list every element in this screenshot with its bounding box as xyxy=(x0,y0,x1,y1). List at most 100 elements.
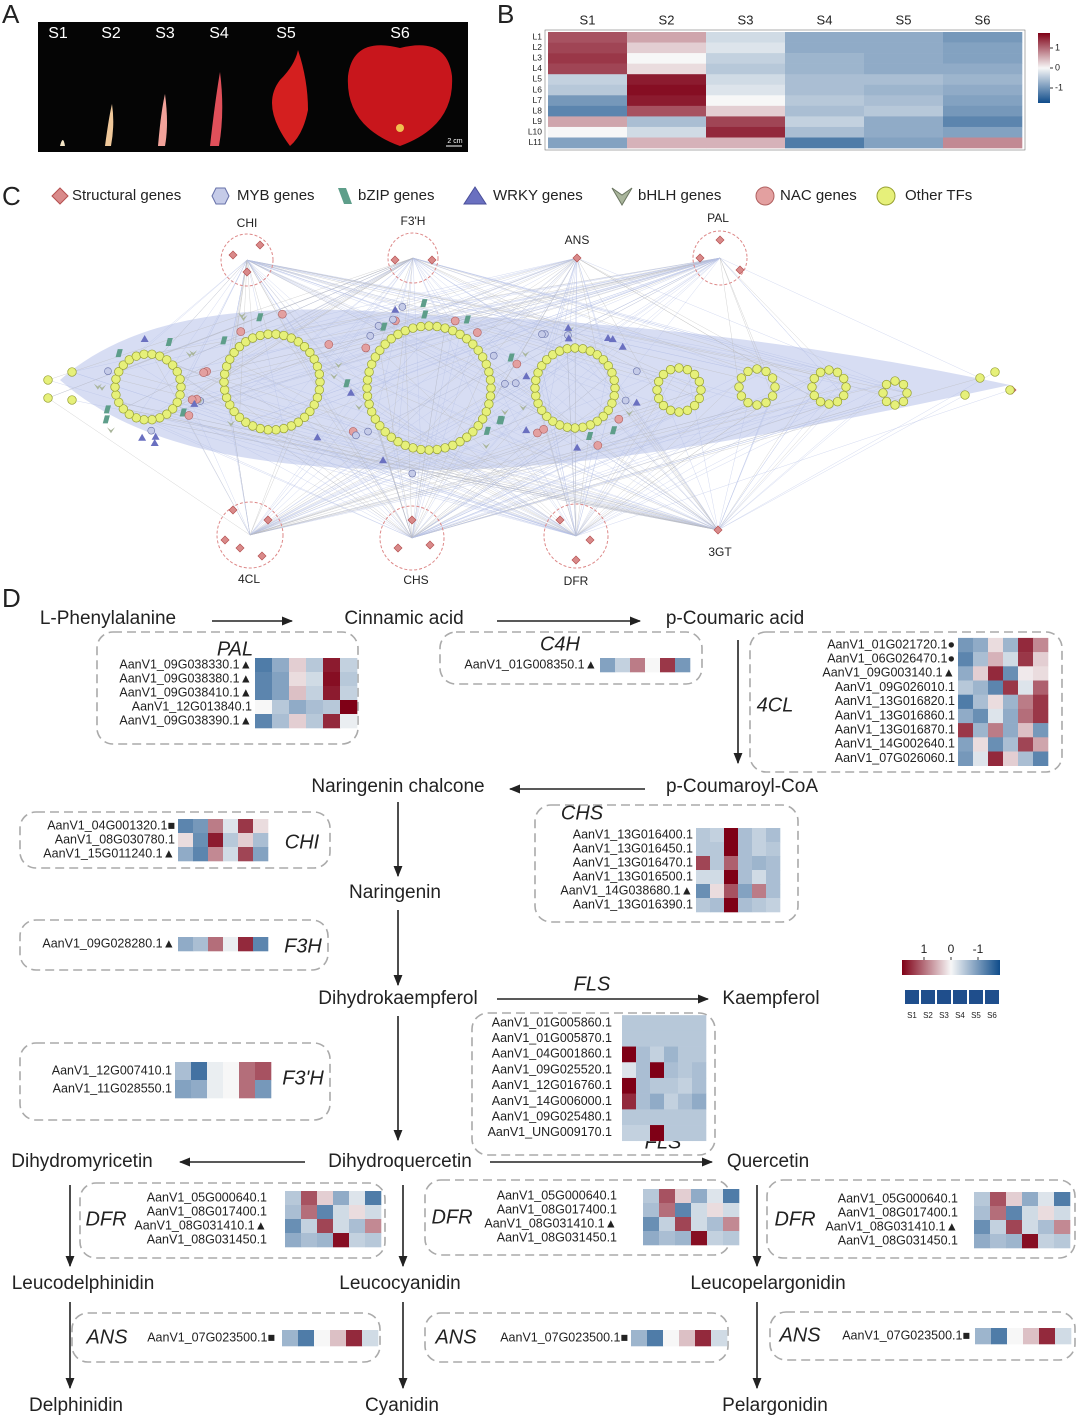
heatmap-cell xyxy=(306,714,324,729)
edge xyxy=(129,359,413,539)
tf-node xyxy=(168,404,178,414)
heatmap-cell xyxy=(1018,694,1034,710)
edge xyxy=(412,257,576,429)
tf-node xyxy=(598,411,608,421)
edge xyxy=(575,410,671,537)
edge xyxy=(249,326,438,536)
tf-node xyxy=(1005,385,1015,395)
structural-node xyxy=(255,240,265,250)
heatmap-cell xyxy=(239,1062,256,1081)
heatmap-cell xyxy=(636,1046,651,1063)
heatmap-cell xyxy=(298,1330,315,1347)
edge xyxy=(411,386,847,539)
heatmap-cell xyxy=(785,126,865,138)
tf-node xyxy=(485,375,496,385)
bzip-node xyxy=(102,415,110,424)
heatmap-cell xyxy=(289,714,307,729)
heatmap-cell xyxy=(766,828,781,843)
bzip-node xyxy=(220,336,228,345)
edge xyxy=(246,259,553,422)
heatmap-cell xyxy=(766,898,781,913)
heatmap-cell xyxy=(943,42,1023,54)
heatmap-cell xyxy=(675,1231,692,1246)
bzip-node xyxy=(165,338,173,347)
edge xyxy=(537,257,578,404)
tf-node xyxy=(393,329,403,339)
heatmap-cell xyxy=(864,63,944,75)
heatmap-cell xyxy=(752,828,767,843)
heatmap-cell xyxy=(710,842,725,857)
wrky-node xyxy=(573,443,582,451)
edge xyxy=(47,397,251,536)
tf-node xyxy=(263,425,273,435)
edge xyxy=(412,257,616,389)
edge xyxy=(246,259,844,379)
tf-node xyxy=(110,382,120,392)
tf-node xyxy=(362,391,373,401)
heatmap-cell xyxy=(943,63,1023,75)
edge xyxy=(246,259,311,353)
structural-node xyxy=(257,551,267,561)
legend-icon xyxy=(338,188,352,204)
compound: Dihydroquercetin xyxy=(328,1151,472,1172)
gene-label: AanV1_07G023500.1■ xyxy=(147,1330,275,1344)
edge xyxy=(391,257,414,339)
heatmap-cell xyxy=(706,63,786,75)
gene-label: AanV1_14G038680.1▲ xyxy=(560,883,693,897)
heatmap-cell xyxy=(1022,1206,1039,1221)
edge xyxy=(412,257,773,379)
heatmap-cell xyxy=(988,751,1004,766)
stage-label: S4 xyxy=(955,1011,965,1020)
heatmap-cell xyxy=(1003,666,1019,681)
heatmap-cell xyxy=(1003,737,1019,752)
tf-node xyxy=(375,345,385,355)
heatmap-cell xyxy=(1023,1328,1040,1345)
edge xyxy=(177,257,721,372)
heatmap-cell xyxy=(650,1109,665,1126)
heatmap-cell xyxy=(548,53,628,64)
edge xyxy=(486,411,577,537)
heatmap-cell xyxy=(664,1015,679,1032)
edge xyxy=(275,257,721,335)
tf-node xyxy=(364,399,374,409)
edge xyxy=(246,259,368,389)
myb-node xyxy=(364,427,372,436)
column-label: S1 xyxy=(580,12,596,27)
edge xyxy=(246,259,453,446)
tf-node xyxy=(162,355,172,365)
panel-label: D xyxy=(2,583,21,613)
compound: p-Coumaroyl-CoA xyxy=(666,776,818,797)
tf-node xyxy=(432,321,442,332)
heatmap-cell xyxy=(650,1077,665,1094)
column-label: S5 xyxy=(896,12,912,27)
compound: p-Coumaric acid xyxy=(666,608,804,629)
heatmap-cell xyxy=(238,833,254,848)
stage-label: S3 xyxy=(939,1011,949,1020)
edge xyxy=(118,402,719,531)
heatmap-cell xyxy=(272,672,290,687)
heatmap-cell xyxy=(943,32,1023,43)
heatmap-cell xyxy=(958,652,974,667)
structural-node xyxy=(407,515,417,525)
edge xyxy=(166,413,577,537)
heatmap-cell xyxy=(706,42,786,54)
heatmap-cell xyxy=(988,694,1004,710)
heatmap-cell xyxy=(650,1093,665,1110)
heatmap-cell xyxy=(943,95,1023,107)
hub-ring xyxy=(379,505,445,571)
structural-node xyxy=(555,515,565,525)
heatmap-cell xyxy=(1054,1234,1071,1249)
tf-node xyxy=(362,383,372,393)
tf-node xyxy=(172,397,182,407)
enzyme-box xyxy=(19,1042,331,1121)
legend-label: Structural genes xyxy=(72,187,181,204)
heatmap-cell xyxy=(272,686,290,701)
heatmap-cell xyxy=(1054,1220,1071,1235)
heatmap-cell xyxy=(636,1015,651,1032)
stage-label: S2 xyxy=(101,25,121,42)
heatmap-cell xyxy=(255,714,273,729)
heatmap-cell xyxy=(752,856,767,871)
heatmap-cell xyxy=(1022,1234,1039,1249)
heatmap-cell xyxy=(1018,708,1034,724)
tf-node xyxy=(562,344,572,354)
